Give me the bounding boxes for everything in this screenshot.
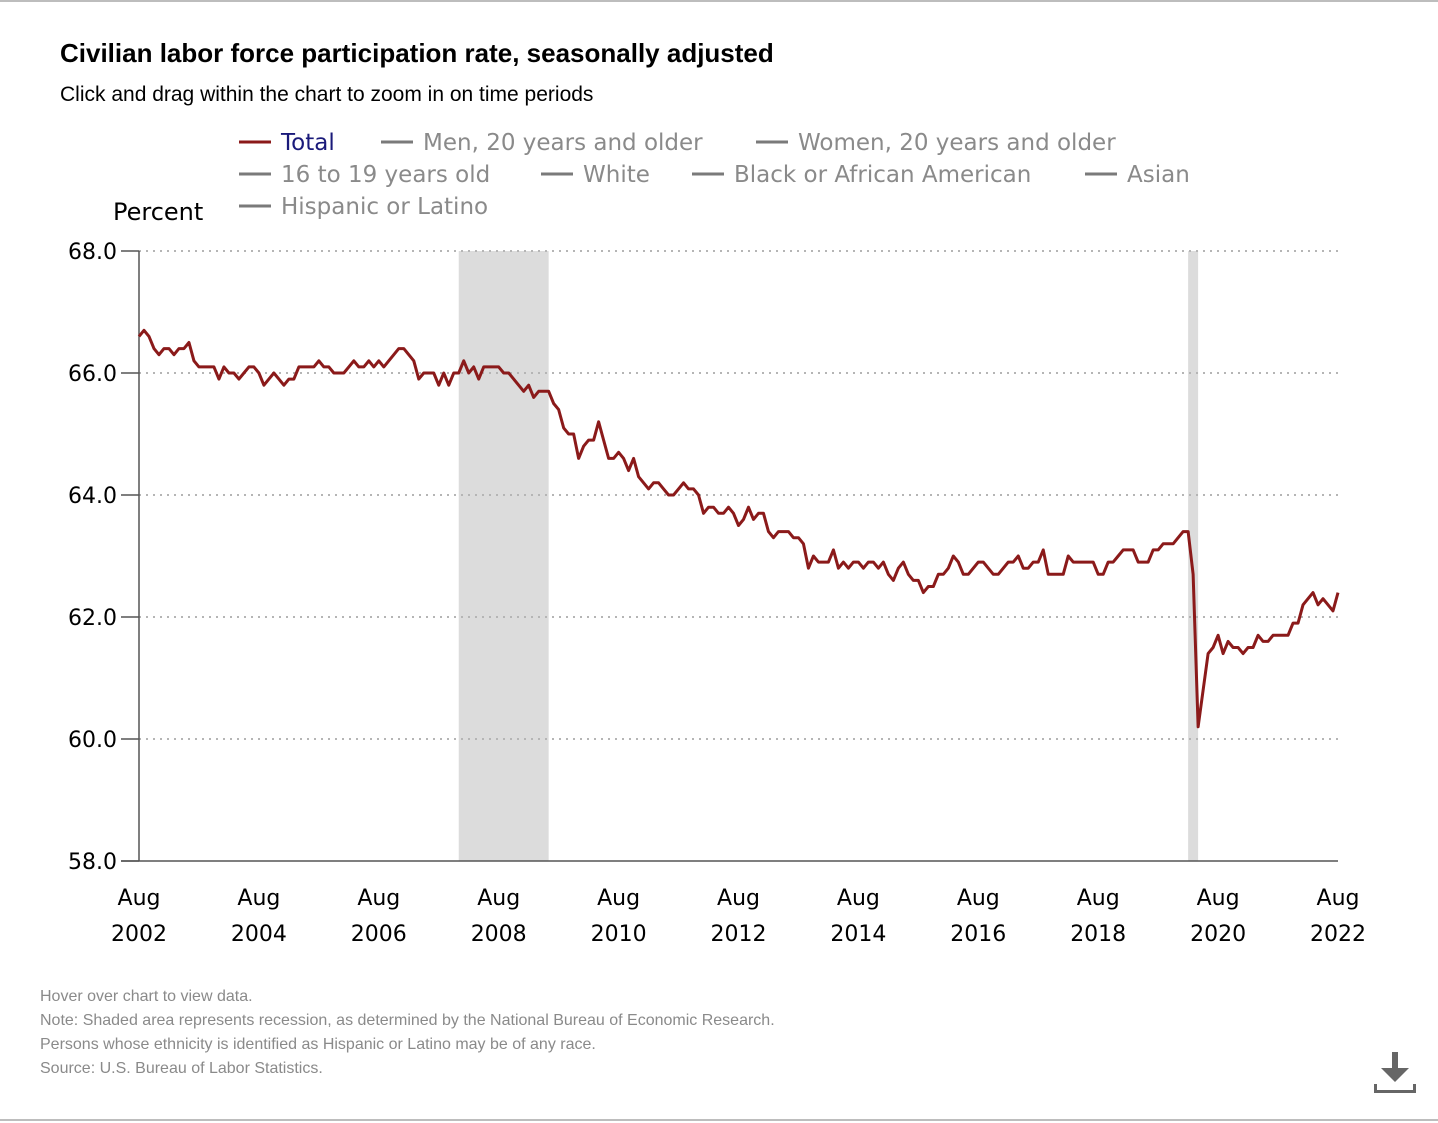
legend-item-2[interactable]: Women, 20 years and older [756,130,1116,156]
y-tick-label-0: 58.0 [68,850,117,875]
y-tick-label-5: 68.0 [68,240,117,265]
x-tick-month-10: Aug [1317,886,1360,911]
legend-label-5: Black or African American [734,162,1031,188]
x-tick-month-1: Aug [237,886,280,911]
y-axis-label: Percent [113,198,203,226]
y-tick-label-2: 62.0 [68,606,117,631]
legend-label-6: Asian [1127,162,1190,188]
x-tick-month-5: Aug [717,886,760,911]
recession-band-1 [1188,251,1199,861]
x-tick-year-2: 2006 [351,922,407,947]
chart-notes: Hover over chart to view data. Note: Sha… [40,985,775,1081]
download-icon [1374,1052,1416,1093]
recession-band-0 [458,251,549,861]
bottom-rule [0,1119,1438,1121]
line-chart[interactable]: 58.0 60.0 62.0 64.0 66.0 68.0 Aug 2002 Aug 2004 Au… [0,0,1438,980]
note-ethnicity: Persons whose ethnicity is identified as… [40,1036,596,1053]
x-tick-year-10: 2022 [1310,922,1366,947]
legend-label-7: Hispanic or Latino [281,194,488,220]
x-tick-month-6: Aug [837,886,880,911]
y-tick-label-4: 66.0 [68,362,117,387]
x-tick-year-3: 2008 [471,922,527,947]
x-tick-month-0: Aug [118,886,161,911]
note-source: Source: U.S. Bureau of Labor Statistics. [40,1060,323,1077]
y-tick-label-1: 60.0 [68,728,117,753]
series-line-total[interactable] [137,328,1340,729]
legend-item-1[interactable]: Men, 20 years and older [381,130,703,156]
note-hover: Hover over chart to view data. [40,988,253,1005]
x-tick-year-1: 2004 [231,922,287,947]
x-tick-month-8: Aug [1077,886,1120,911]
x-tick-year-0: 2002 [111,922,167,947]
legend-item-0[interactable]: Total [239,130,335,156]
chart-title: Civilian labor force participation rate,… [60,38,774,68]
legend-label-3: 16 to 19 years old [281,162,490,188]
axes: 58.0 60.0 62.0 64.0 66.0 68.0 Aug 2002 Aug 2004 Au… [68,240,1366,947]
note-recession: Note: Shaded area represents recession, … [40,1012,775,1029]
legend-label-4: White [583,162,650,188]
x-tick-month-3: Aug [477,886,520,911]
x-tick-month-7: Aug [957,886,1000,911]
download-button[interactable] [1370,1050,1420,1100]
x-tick-month-9: Aug [1197,886,1240,911]
legend-label-2: Women, 20 years and older [798,130,1116,156]
chart-subtitle: Click and drag within the chart to zoom … [60,83,594,106]
x-tick-year-4: 2010 [591,922,647,947]
legend[interactable]: Total Men, 20 years and older Women, 20 ye… [239,130,1190,220]
x-tick-year-8: 2018 [1070,922,1126,947]
legend-item-5[interactable]: Black or African American [692,162,1031,188]
x-tick-year-9: 2020 [1190,922,1246,947]
x-tick-year-7: 2016 [950,922,1006,947]
legend-item-7[interactable]: Hispanic or Latino [239,194,488,220]
x-tick-month-2: Aug [357,886,400,911]
recession-shading [458,251,1199,861]
legend-label-0: Total [280,130,335,156]
legend-item-6[interactable]: Asian [1085,162,1190,188]
legend-item-3[interactable]: 16 to 19 years old [239,162,490,188]
legend-label-1: Men, 20 years and older [423,130,703,156]
series-lines[interactable] [137,328,1340,729]
gridlines [139,250,1338,740]
top-rule [0,0,1438,2]
y-tick-label-3: 64.0 [68,484,117,509]
x-tick-year-5: 2012 [711,922,767,947]
x-tick-year-6: 2014 [830,922,886,947]
x-tick-month-4: Aug [597,886,640,911]
legend-item-4[interactable]: White [541,162,650,188]
